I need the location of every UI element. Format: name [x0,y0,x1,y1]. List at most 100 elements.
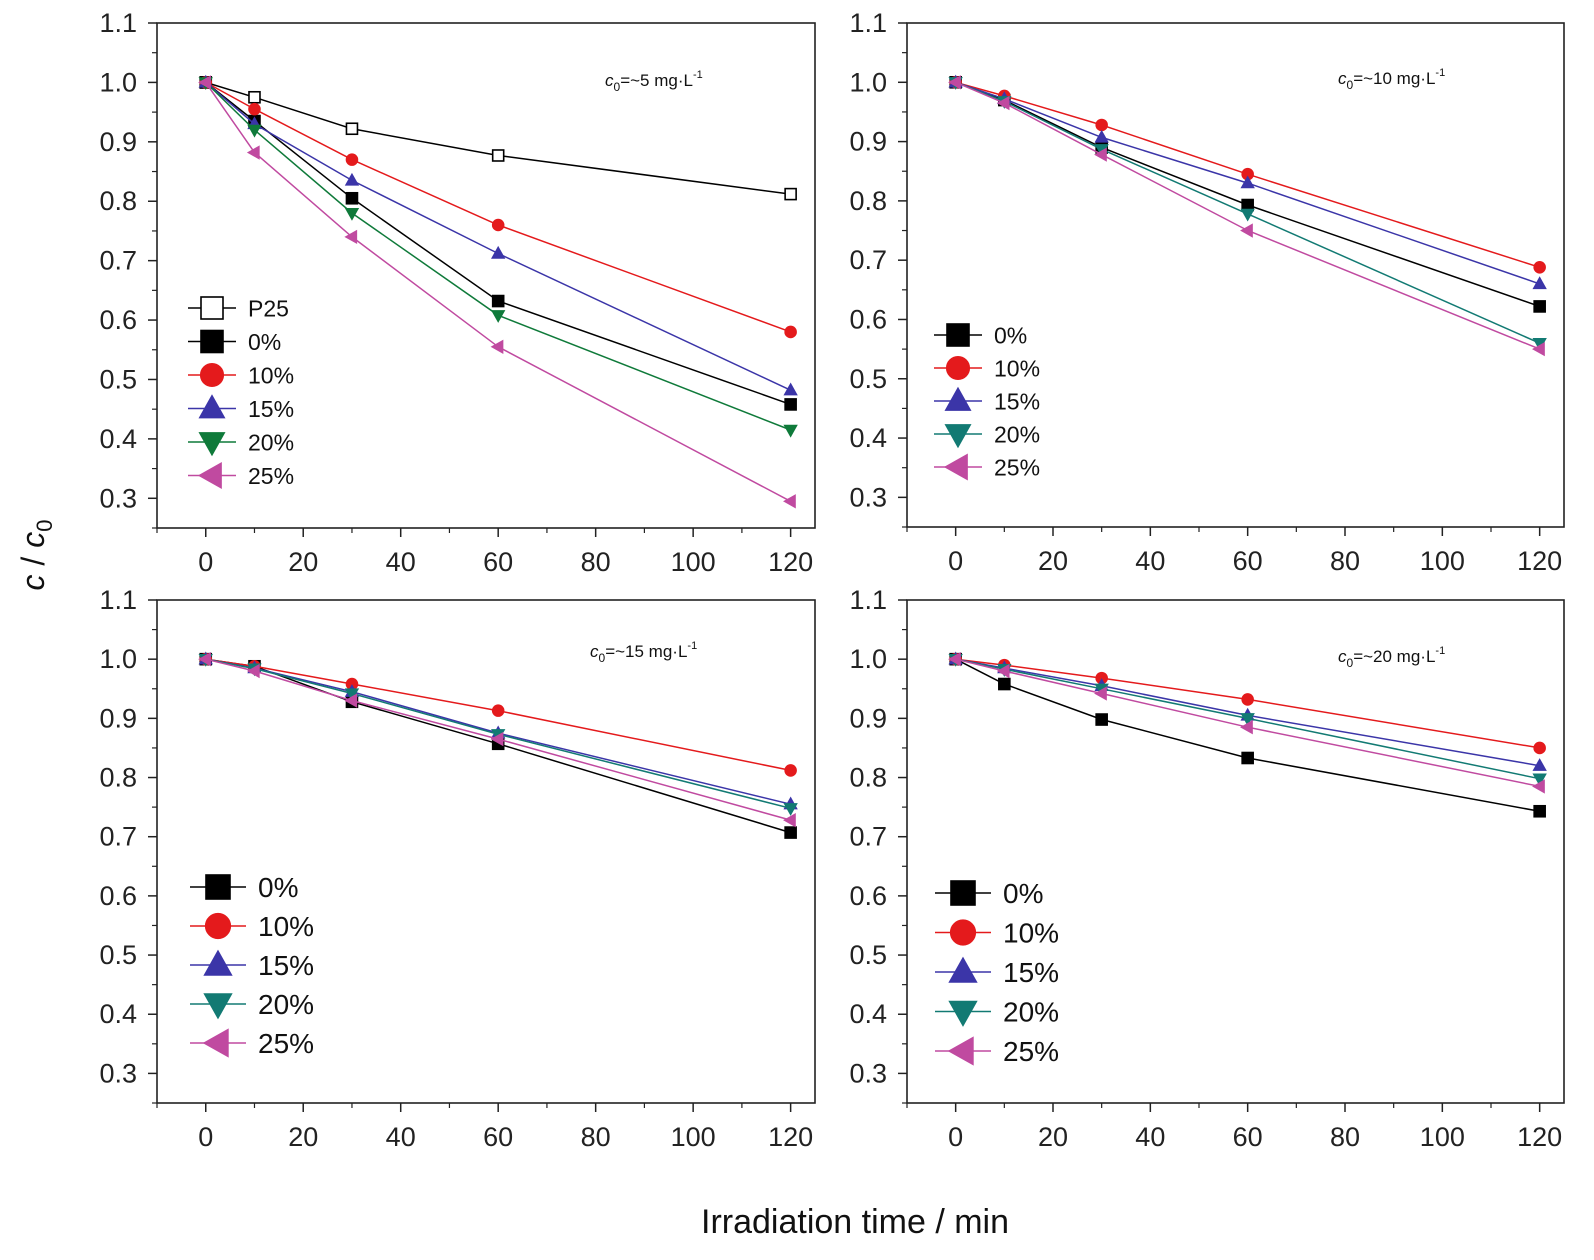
legend-label-15%: 15% [1003,957,1059,988]
y-tick-label: 1.0 [849,644,887,674]
x-tick-label: 20 [288,1122,318,1152]
legend-marker-P25 [200,296,224,320]
annotation-text: =~10 mg·L [1353,69,1435,88]
data-point-25% [783,494,796,509]
legend-marker-10% [199,362,225,388]
plot-frame [156,599,816,1104]
annotation-c: c [605,71,614,90]
x-tick-label: 20 [288,547,318,577]
data-point-10% [491,704,505,717]
data-point-P25 [345,122,359,136]
data-point-10% [1241,693,1254,706]
legend-label-10%: 10% [258,911,314,942]
x-tick-label: 0 [198,1122,213,1152]
data-point-25% [1532,341,1545,357]
data-point-15% [783,382,798,396]
x-tick-label: 40 [386,547,416,577]
x-tick-label: 40 [386,1122,416,1152]
legend-marker-20% [198,432,226,457]
legend-marker-25% [947,1036,974,1066]
concentration-annotation: c0=~15 mg·L-1 [590,640,697,665]
y-tick-label: 0.9 [849,703,887,733]
data-point-10% [784,764,797,777]
x-tick-label: 80 [581,1122,611,1152]
legend-label-25%: 25% [994,454,1040,480]
data-point-P25 [784,187,797,201]
y-tick-label: 0.7 [99,246,137,276]
x-tick-label: 80 [1330,546,1360,576]
y-axis-title-sub: 0 [32,520,57,532]
data-point-20% [491,310,506,323]
legend-marker-0% [946,323,970,347]
data-point-25% [344,693,358,708]
y-axis-title: c / c0 [15,520,57,591]
y-tick-label: 0.3 [849,1058,887,1088]
data-point-15% [344,172,360,186]
data-point-25% [1094,686,1107,701]
data-point-0% [491,294,505,308]
data-point-0% [345,191,359,205]
x-tick-label: 60 [483,1122,513,1152]
annotation-sup: -1 [687,640,697,652]
y-tick-label: 0.8 [99,763,137,793]
x-tick-label: 80 [1330,1122,1360,1152]
annotation-text: =~20 mg·L [1353,647,1435,666]
annotation-c: c [590,642,599,661]
legend-marker-15% [198,394,226,419]
x-tick-label: 60 [1233,1122,1263,1152]
y-tick-label: 1.0 [99,644,137,674]
annotation-sub: 0 [614,80,621,94]
panel-c0-20: 0 20 40 60 80 100 120 0.3 0.4 0.5 0.6 0.7 0.8 0.9 1.0 1… [849,585,1565,1152]
x-tick-label: 0 [948,1122,963,1152]
data-point-25% [1240,223,1253,238]
annotation-sub: 0 [1347,656,1354,670]
legend-marker-20% [948,1000,978,1027]
y-tick-label: 0.4 [849,423,887,453]
data-point-10% [248,102,261,116]
y-tick-label: 1.1 [99,585,137,615]
data-point-0% [998,677,1011,691]
x-tick-label: 40 [1135,1122,1165,1152]
data-point-25% [198,75,211,90]
legend-marker-10% [945,355,971,381]
series-line-0% [955,658,1540,813]
data-point-15% [1240,175,1255,189]
data-point-25% [490,731,504,747]
legend-label-20%: 20% [248,429,294,455]
legend-marker-0% [200,329,224,354]
legend-marker-25% [197,461,222,490]
legend-marker-15% [203,949,233,976]
data-point-20% [247,124,262,138]
annotation-c: c [1338,69,1347,88]
data-point-25% [996,95,1010,111]
data-point-P25 [248,90,261,104]
legend-marker-15% [948,956,978,983]
legend-marker-25% [943,453,968,481]
data-point-15% [491,245,506,259]
x-tick-label: 60 [483,547,513,577]
data-point-25% [948,75,961,90]
data-point-0% [784,398,797,411]
concentration-annotation: c0=~10 mg·L-1 [1338,67,1445,92]
legend-label-10%: 10% [248,362,294,388]
data-point-20% [344,207,360,221]
y-tick-label: 0.4 [99,999,137,1029]
y-tick-label: 0.9 [99,703,137,733]
legend-label-15%: 15% [258,950,314,981]
data-point-10% [1533,261,1546,274]
data-point-20% [1240,208,1255,222]
data-point-P25 [491,149,505,162]
data-point-0% [1533,300,1546,313]
x-tick-label: 0 [198,547,213,577]
y-tick-label: 0.7 [99,822,137,852]
x-tick-label: 20 [1038,1122,1068,1152]
legend-label-15%: 15% [994,388,1040,414]
y-tick-label: 0.5 [849,940,887,970]
series-line-P25 [205,81,791,195]
x-tick-label: 80 [581,547,611,577]
legend-marker-15% [944,386,972,411]
legend-label-20%: 20% [994,421,1040,447]
annotation-c: c [1338,647,1347,666]
data-point-10% [784,325,797,339]
